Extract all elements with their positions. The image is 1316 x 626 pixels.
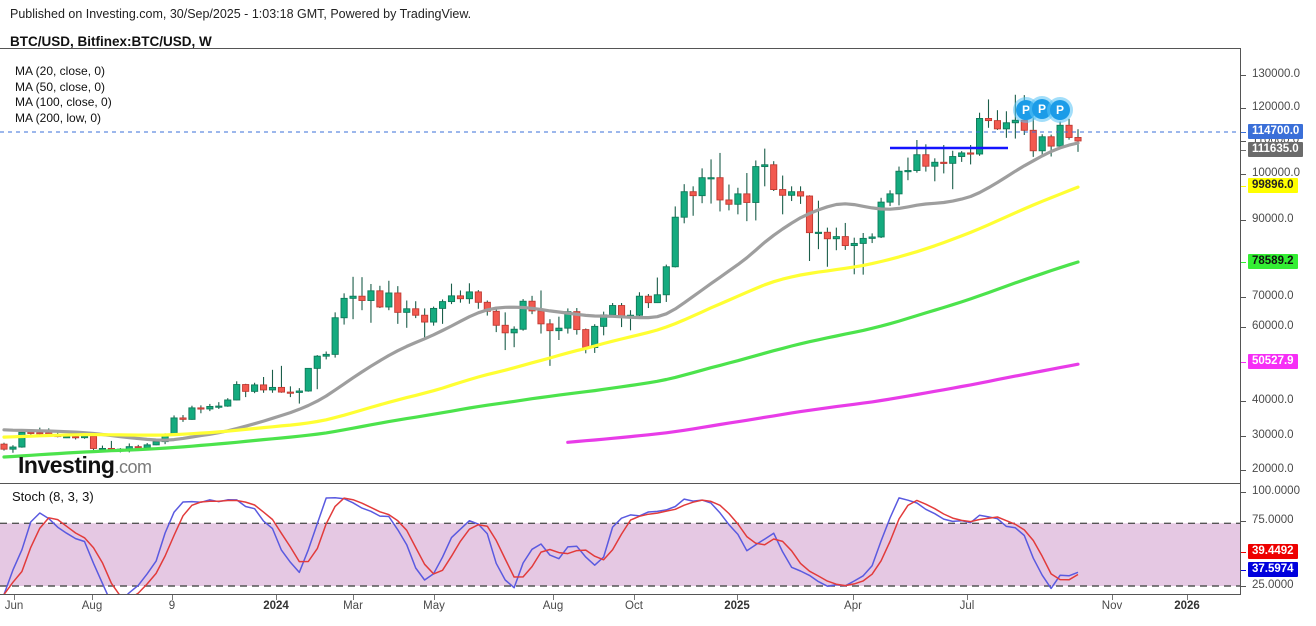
stoch-tick [1241, 492, 1246, 493]
watermark-brand: Investing [18, 452, 115, 478]
price-badge-prev-close[interactable]: 111635.0 [1248, 142, 1303, 157]
price-tick [1241, 108, 1246, 109]
stoch-tick [1241, 521, 1246, 522]
ma-legend-item-20: MA (20, close, 0) [15, 64, 106, 78]
time-tick-label: 9 [168, 600, 176, 612]
price-tick-label: 100000.0 [1252, 167, 1300, 179]
time-tick-label: Mar [343, 600, 363, 612]
stoch-badge-stoch-k-value[interactable]: 37.5974 [1248, 562, 1298, 577]
price-badge-tick [1241, 262, 1246, 263]
price-tick [1241, 327, 1246, 328]
time-tick [14, 595, 15, 600]
price-tick-label: 20000.0 [1252, 463, 1294, 475]
time-tick-label: Oct [625, 600, 643, 612]
time-tick [634, 595, 635, 600]
symbol-title: BTC/USD, Bitfinex:BTC/USD, W [10, 34, 212, 49]
time-tick-label: Jul [959, 600, 975, 612]
time-tick [553, 595, 554, 600]
price-tick-label: 30000.0 [1252, 429, 1294, 441]
published-line: Published on Investing.com, 30/Sep/2025 … [10, 7, 472, 21]
time-tick-label: 2024 [263, 600, 289, 612]
ma-legend-item-200: MA (200, low, 0) [15, 110, 102, 125]
price-badge-ma200-value[interactable]: 50527.9 [1248, 354, 1298, 369]
price-badge-tick [1241, 362, 1246, 363]
time-tick-label: Aug [81, 600, 103, 612]
price-tick-label: 120000.0 [1252, 101, 1300, 113]
price-tick [1241, 470, 1246, 471]
price-badge-tick [1241, 150, 1246, 151]
stoch-badge-tick [1241, 570, 1246, 571]
time-tick-label: Apr [844, 600, 862, 612]
price-tick [1241, 297, 1246, 298]
stoch-tick-label: 25.0000 [1252, 579, 1294, 591]
time-tick-label: Jun [4, 600, 24, 612]
chart-overlay [0, 131, 1240, 150]
stoch-legend: Stoch (8, 3, 3) [12, 489, 94, 504]
price-tick-label: 70000.0 [1252, 290, 1294, 302]
stoch-tick-label: 75.0000 [1252, 514, 1294, 526]
ma-legend-item-50: MA (50, close, 0) [15, 79, 106, 94]
ma-legend-item-100: MA (100, close, 0) [15, 95, 112, 109]
price-tick [1241, 75, 1246, 76]
price-tick [1241, 436, 1246, 437]
price-badge-ma50-value[interactable]: 99896.0 [1248, 178, 1298, 193]
time-tick [172, 595, 173, 600]
time-tick [434, 595, 435, 600]
pane-separator [0, 483, 1241, 484]
price-plot [0, 94, 1082, 459]
time-tick [1187, 595, 1188, 600]
ma-legend: MA (20, close, 0) MA (50, close, 0) MA (… [15, 64, 112, 126]
stochastic-plot [0, 496, 1240, 594]
time-tick [737, 595, 738, 600]
time-tick [967, 595, 968, 600]
time-tick [353, 595, 354, 600]
price-badge-tick [1241, 186, 1246, 187]
time-tick-label: 2026 [1174, 600, 1200, 612]
price-tick [1241, 220, 1246, 221]
stoch-tick [1241, 586, 1246, 587]
price-tick-label: 40000.0 [1252, 394, 1294, 406]
price-badge-last-price[interactable]: 114700.0 [1248, 124, 1304, 139]
p-marker-3[interactable]: P [1050, 100, 1070, 120]
price-pane-top-border [0, 48, 1241, 49]
price-badge-ma100-value[interactable]: 78589.2 [1248, 254, 1298, 269]
time-tick-label: Nov [1101, 600, 1123, 612]
price-tick-label: 130000.0 [1252, 68, 1300, 80]
price-tick-label: 60000.0 [1252, 320, 1294, 332]
watermark-suffix: .com [114, 457, 152, 477]
time-axis-line [0, 594, 1241, 595]
price-tick-label: 90000.0 [1252, 213, 1294, 225]
stoch-tick-label: 100.0000 [1252, 485, 1300, 497]
price-axis-line [1240, 48, 1241, 594]
time-tick [853, 595, 854, 600]
time-tick [276, 595, 277, 600]
price-tick [1241, 174, 1246, 175]
price-tick [1241, 141, 1246, 142]
time-tick [92, 595, 93, 600]
price-tick [1241, 401, 1246, 402]
stoch-badge-tick [1241, 552, 1246, 553]
time-tick-label: Aug [542, 600, 564, 612]
stoch-badge-stoch-d-value[interactable]: 39.4492 [1248, 544, 1298, 559]
investing-watermark: Investing.com [18, 452, 152, 479]
time-tick [1112, 595, 1113, 600]
time-tick-label: May [423, 600, 445, 612]
price-badge-tick [1241, 132, 1246, 133]
time-tick-label: 2025 [724, 600, 750, 612]
